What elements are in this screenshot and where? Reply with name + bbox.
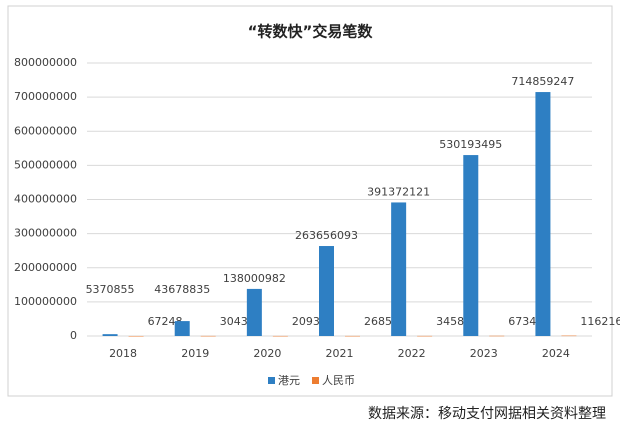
x-tick-label: 2024 bbox=[542, 347, 570, 360]
bar bbox=[489, 335, 505, 337]
y-tick-label: 500000000 bbox=[14, 158, 77, 171]
bar bbox=[345, 335, 360, 337]
bar bbox=[128, 335, 144, 337]
x-tick-label: 2022 bbox=[398, 347, 426, 360]
data-label: 714859247 bbox=[511, 75, 574, 88]
x-tick-label: 2019 bbox=[181, 347, 209, 360]
y-tick-label: 100000000 bbox=[14, 295, 77, 308]
x-tick-label: 2021 bbox=[326, 347, 354, 360]
data-label: 138000982 bbox=[223, 272, 286, 285]
x-tick-label: 2018 bbox=[109, 347, 137, 360]
bar bbox=[246, 288, 262, 336]
legend-label: 港元 bbox=[278, 374, 300, 387]
x-tick-label: 2023 bbox=[470, 347, 498, 360]
bar bbox=[272, 335, 288, 337]
legend-swatch bbox=[312, 377, 319, 384]
bar bbox=[463, 155, 479, 336]
x-tick-label: 2020 bbox=[253, 347, 281, 360]
y-tick-label: 600000000 bbox=[14, 124, 77, 137]
source-note: 数据来源：移动支付网据相关资料整理 bbox=[368, 406, 606, 422]
data-label: 530193495 bbox=[439, 138, 502, 151]
chart-title: “转数快”交易笔数 bbox=[248, 23, 374, 41]
bar bbox=[561, 335, 577, 337]
bar bbox=[200, 335, 216, 337]
bar bbox=[174, 321, 190, 336]
data-label: 1162164 bbox=[580, 315, 620, 328]
bar bbox=[391, 202, 407, 336]
bar bbox=[319, 246, 334, 336]
legend-swatch bbox=[268, 377, 275, 384]
y-tick-label: 0 bbox=[70, 329, 77, 342]
legend-label: 人民币 bbox=[322, 374, 355, 387]
y-tick-label: 300000000 bbox=[14, 227, 77, 240]
bar bbox=[102, 334, 118, 336]
y-tick-label: 400000000 bbox=[14, 193, 77, 206]
data-label: 391372121 bbox=[367, 185, 430, 198]
data-label: 67248 bbox=[148, 315, 183, 328]
data-label: 263656093 bbox=[295, 229, 358, 242]
data-label: 5370855 bbox=[86, 283, 135, 296]
y-tick-label: 200000000 bbox=[14, 261, 77, 274]
y-tick-label: 800000000 bbox=[14, 56, 77, 69]
bar bbox=[535, 92, 551, 336]
chart-frame bbox=[7, 5, 613, 397]
bar bbox=[417, 335, 433, 337]
data-label: 43678835 bbox=[154, 283, 210, 296]
y-tick-label: 700000000 bbox=[14, 90, 77, 103]
